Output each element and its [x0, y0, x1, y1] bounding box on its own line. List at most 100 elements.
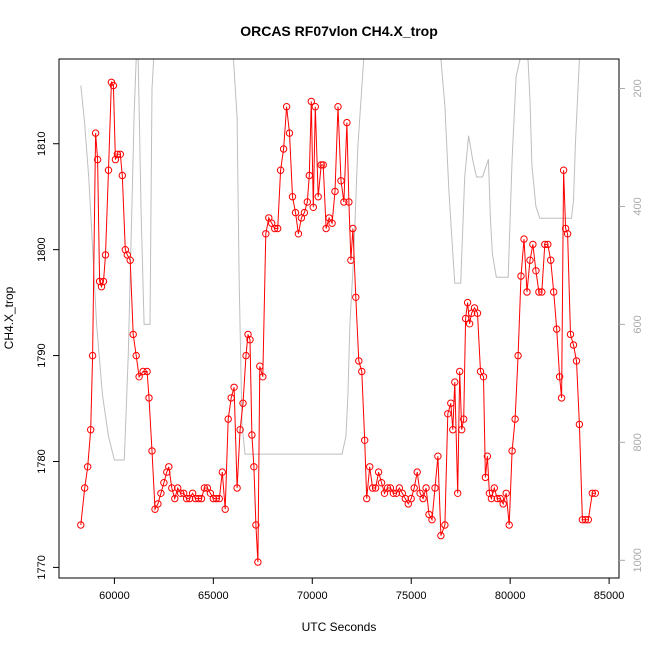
ch4-data-point [303, 198, 311, 206]
ch4-data-point [314, 193, 322, 201]
ch4-data-point [160, 479, 168, 487]
ch4-data-point [322, 224, 330, 233]
ch4-data-point [236, 426, 244, 434]
ch4-data-point [532, 267, 540, 275]
ch4-data-point [276, 166, 285, 174]
ch4-data-point [165, 463, 173, 471]
ch4-data-point [553, 325, 561, 333]
ch4-data-point [508, 447, 516, 455]
ch4-data-point [407, 494, 415, 503]
ch4-data-point [116, 150, 125, 159]
y2-tick-label: 600 [632, 315, 644, 333]
ch4-data-point [431, 484, 439, 492]
ch4-data-point [377, 479, 386, 487]
y-tick-label: 1790 [36, 343, 48, 367]
ch4-data-point [200, 484, 209, 492]
ch4-data-point [259, 373, 267, 381]
ch4-data-point [328, 219, 336, 227]
ch4-data-point [143, 367, 151, 376]
ch4-data-point [309, 203, 317, 212]
ch4-data-point [227, 394, 235, 402]
ch4-data-point [246, 336, 254, 344]
ch4-data-point [352, 293, 360, 301]
ch4-data-point [288, 193, 297, 201]
ch4-data-point [363, 494, 371, 503]
ch4-data-point [248, 431, 256, 439]
ch4-data-point [434, 452, 442, 460]
ch4-data-point [230, 383, 238, 391]
ch4-data-point [505, 521, 513, 529]
ch4-data-point [177, 489, 185, 497]
ch4-data-point [526, 256, 534, 264]
ch4-data-point [490, 484, 498, 492]
x-tick-label: 80000 [495, 590, 526, 602]
x-tick-label: 60000 [99, 590, 130, 602]
ch4-data-point [311, 103, 319, 111]
ch4-data-point [194, 494, 203, 503]
ch4-data-point [84, 463, 92, 471]
ch4-data-point [101, 251, 110, 259]
ch4-data-point [456, 367, 464, 376]
ch4-data-point [148, 447, 156, 455]
ch4-data-point [514, 351, 522, 360]
ch4-data-point [578, 516, 587, 524]
ch4-data-point [343, 118, 351, 127]
ch4-data-point [331, 187, 339, 196]
ch4-data-point [550, 288, 558, 296]
ch4-data-point [481, 473, 490, 482]
ch4-data-point [93, 155, 102, 164]
ch4-data-point [262, 230, 270, 238]
ch4-data-point [88, 351, 97, 360]
ch4-data-point [337, 177, 345, 185]
ch4-data-point [317, 161, 325, 169]
ch4-data-point [87, 426, 95, 434]
x-tick-label: 70000 [297, 590, 328, 602]
plot-frame [58, 58, 620, 579]
ch4-data-point [242, 351, 250, 360]
ch4-data-point [282, 103, 291, 111]
y-tick-label: 1770 [36, 555, 48, 579]
ch4-data-point [441, 521, 449, 529]
ch4-data-point [300, 208, 309, 217]
ch4-data-point [168, 484, 176, 492]
ch4-series-layer [77, 78, 599, 566]
ch4-data-point [451, 378, 459, 386]
altitude-trace-line [80, 59, 602, 461]
ch4-data-point [215, 494, 224, 503]
ch4-data-point [422, 484, 430, 492]
ch4-data-point [366, 463, 374, 471]
ch4-data-point [154, 500, 162, 508]
ch4-data-point [541, 240, 549, 249]
ch4-data-point [113, 150, 122, 159]
ch4-data-point [361, 436, 369, 444]
ch4-data-point [254, 558, 262, 566]
ch4-data-point [581, 516, 590, 524]
ch4-data-point [81, 484, 89, 492]
ch4-data-point [95, 277, 104, 286]
ch4-data-point [256, 362, 264, 370]
ch4-data-point [291, 208, 300, 217]
ch4-data-point [465, 320, 474, 328]
ch4-data-point [340, 198, 348, 206]
ch4-data-point [358, 367, 366, 376]
ch4-data-point [252, 521, 260, 529]
ch4-data-point [569, 341, 578, 349]
ch4-data-point [118, 171, 127, 180]
ch4-data-point [294, 230, 303, 238]
ch4-data-point [461, 314, 470, 323]
ch4-data-point [307, 97, 315, 106]
ch4-data-point [233, 484, 241, 492]
ch4-data-point [566, 330, 575, 339]
ch4-data-point [591, 489, 599, 497]
y-tick-label: 1810 [36, 131, 48, 155]
x-axis-label: UTC Seconds [302, 620, 377, 634]
ch4-data-point [271, 224, 279, 233]
ch4-data-point [449, 426, 457, 434]
ch4-data-point [109, 81, 118, 90]
ch4-data-point [483, 452, 492, 460]
ch4-data-point [454, 489, 462, 497]
ch4-data-point [538, 288, 546, 296]
ch4-data-point [319, 161, 327, 169]
y-axis-label: CH4.X_trop [2, 286, 16, 349]
